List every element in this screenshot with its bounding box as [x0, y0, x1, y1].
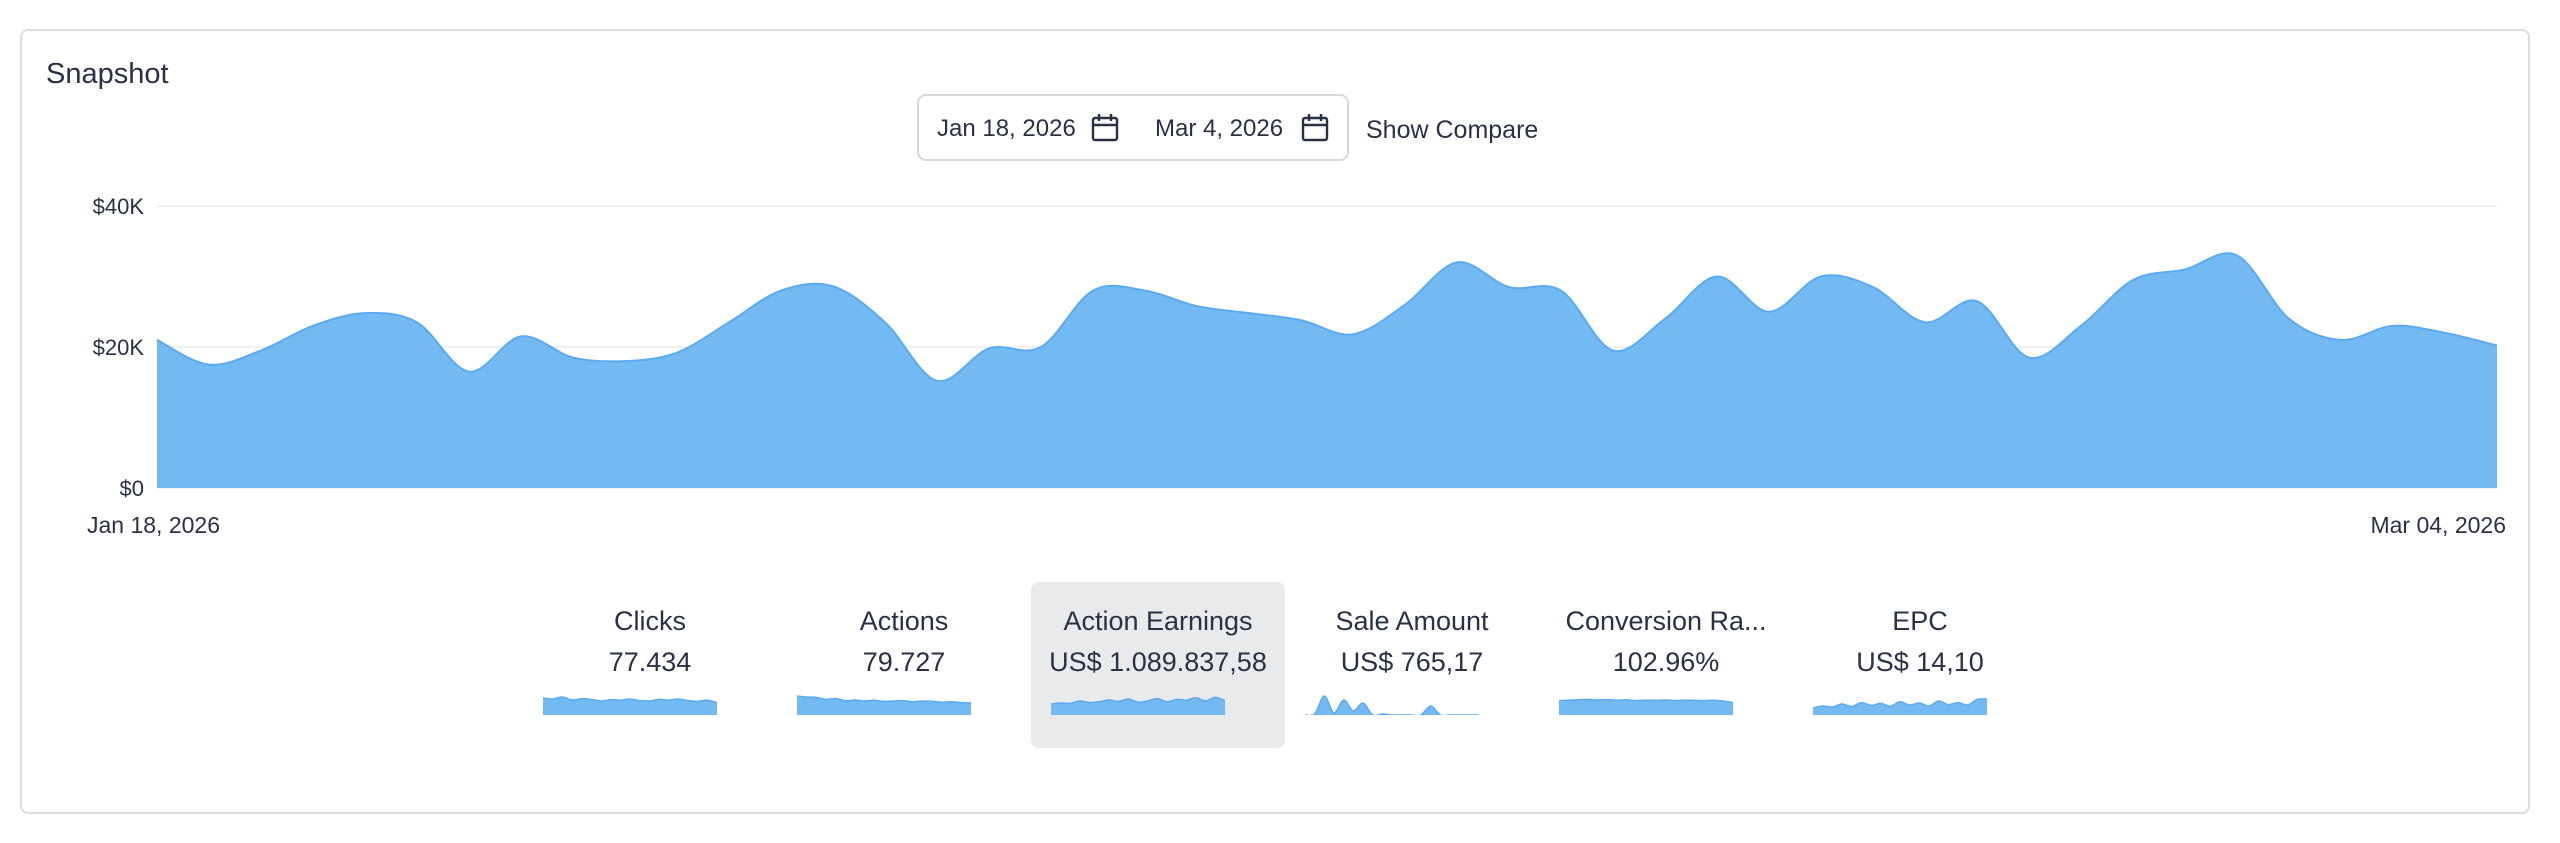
sparkline-line — [543, 696, 717, 704]
show-compare-link[interactable]: Show Compare — [1366, 116, 1539, 144]
data-point — [884, 321, 886, 323]
end-date-input[interactable]: Mar 4, 2026 — [1155, 115, 1284, 142]
metric-tab-sale-amount[interactable]: Sale Amount US$ 765,17 — [1285, 582, 1539, 748]
data-point — [208, 364, 210, 366]
data-point — [832, 285, 834, 287]
x-tick-label-start: Jan 18, 2026 — [87, 512, 220, 538]
metric-value: US$ 1.089.837,58 — [1049, 647, 1267, 677]
data-point — [2028, 357, 2030, 359]
data-point — [156, 339, 158, 341]
x-tick-label-end: Mar 04, 2026 — [2370, 512, 2506, 538]
series-line — [156, 252, 2498, 383]
metric-label: Action Earnings — [1063, 606, 1253, 636]
data-point — [2132, 279, 2134, 281]
y-tick-label: $0 — [120, 476, 144, 501]
metric-tab-action-earnings[interactable]: Action Earnings US$ 1.089.837,58 — [1031, 582, 1285, 748]
sparkline-area — [1051, 697, 1225, 715]
data-point — [1820, 276, 1822, 278]
data-point — [1872, 286, 1874, 288]
widget-title: Snapshot — [46, 58, 169, 90]
data-point — [988, 347, 990, 349]
sparkline-line — [1305, 695, 1479, 715]
data-point — [1196, 305, 1198, 307]
data-point — [2080, 325, 2082, 327]
data-point — [2444, 332, 2446, 334]
data-point — [1768, 311, 1770, 313]
metric-tab-clicks[interactable]: Clicks 77.434 — [523, 582, 777, 748]
data-point — [1664, 318, 1666, 320]
metric-label: Actions — [859, 606, 949, 636]
sparkline-area — [797, 696, 971, 715]
metric-tab-conversion-ra[interactable]: Conversion Ra... 102.96% — [1539, 582, 1793, 748]
metric-value: 79.727 — [862, 647, 946, 677]
data-point — [2236, 254, 2238, 256]
sparkline — [1813, 698, 1987, 715]
metric-label: Conversion Ra... — [1565, 606, 1767, 636]
sparkline-area — [543, 696, 717, 715]
metric-value: US$ 14,10 — [1856, 647, 1984, 677]
calendar-icon[interactable] — [1091, 113, 1119, 143]
data-point — [1716, 276, 1718, 278]
metric-tab-actions[interactable]: Actions 79.727 — [777, 582, 1031, 748]
metric-value: 77.434 — [608, 647, 692, 677]
data-point — [624, 360, 626, 362]
data-point — [1092, 290, 1094, 292]
data-point — [2184, 268, 2186, 270]
y-tick-label: $20K — [93, 335, 145, 360]
data-point — [1560, 290, 1562, 292]
area-series — [157, 253, 2497, 488]
start-date-input[interactable]: Jan 18, 2026 — [937, 115, 1076, 142]
sparkline — [1051, 696, 1225, 715]
data-point — [2340, 339, 2342, 341]
data-point — [2496, 345, 2498, 347]
metric-label: Sale Amount — [1335, 606, 1489, 636]
data-point — [260, 350, 262, 352]
data-point — [312, 325, 314, 327]
data-point — [1404, 304, 1406, 306]
data-point — [364, 312, 366, 314]
sparkline — [543, 696, 717, 715]
data-point — [1352, 333, 1354, 335]
data-point — [1924, 321, 1926, 323]
sparkline-area — [1559, 699, 1733, 715]
sparkline-area — [1305, 695, 1479, 715]
data-point — [780, 290, 782, 292]
data-point — [1976, 300, 1978, 302]
data-point — [1300, 319, 1302, 321]
sparkline — [797, 695, 971, 715]
date-range-picker[interactable]: Jan 18, 2026 Mar 4, 2026 — [917, 94, 1349, 161]
data-point — [1612, 350, 1614, 352]
data-point — [468, 371, 470, 373]
data-point — [572, 357, 574, 359]
sparkline-line — [1813, 698, 1987, 709]
metric-value: US$ 765,17 — [1340, 647, 1484, 677]
metric-value: 102.96% — [1612, 647, 1720, 677]
data-point — [728, 321, 730, 323]
data-point — [416, 321, 418, 323]
metric-label: EPC — [1892, 606, 1948, 636]
sparkline — [1305, 695, 1479, 715]
metric-label: Clicks — [614, 606, 686, 636]
y-tick-label: $40K — [93, 194, 145, 219]
data-point — [520, 335, 522, 337]
sparkline-line — [797, 695, 971, 704]
data-point — [936, 380, 938, 382]
data-point — [2288, 318, 2290, 320]
data-point — [1040, 346, 1042, 348]
calendar-icon[interactable] — [1301, 113, 1329, 143]
data-point — [1144, 290, 1146, 292]
data-point — [676, 352, 678, 354]
data-point — [1456, 261, 1458, 263]
data-point — [1248, 312, 1250, 314]
sparkline-line — [1051, 696, 1225, 705]
area-chart: $0 $20K $40K Jan 18, 2026 Mar 04, 2026 — [87, 194, 2506, 538]
metric-tab-epc[interactable]: EPC US$ 14,10 — [1793, 582, 2047, 748]
sparkline — [1559, 698, 1733, 715]
sparkline-line — [1559, 698, 1733, 704]
data-point — [2392, 325, 2394, 327]
data-point — [1508, 286, 1510, 288]
